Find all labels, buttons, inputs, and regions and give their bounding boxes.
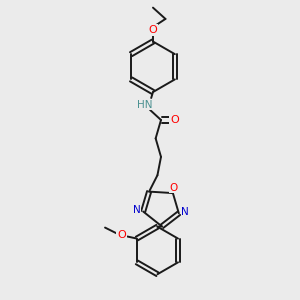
Text: O: O <box>170 115 179 125</box>
Text: O: O <box>148 25 157 35</box>
Text: O: O <box>169 183 178 193</box>
Text: O: O <box>117 230 126 240</box>
Text: N: N <box>133 205 140 215</box>
Text: HN: HN <box>137 100 152 110</box>
Text: N: N <box>182 207 189 217</box>
